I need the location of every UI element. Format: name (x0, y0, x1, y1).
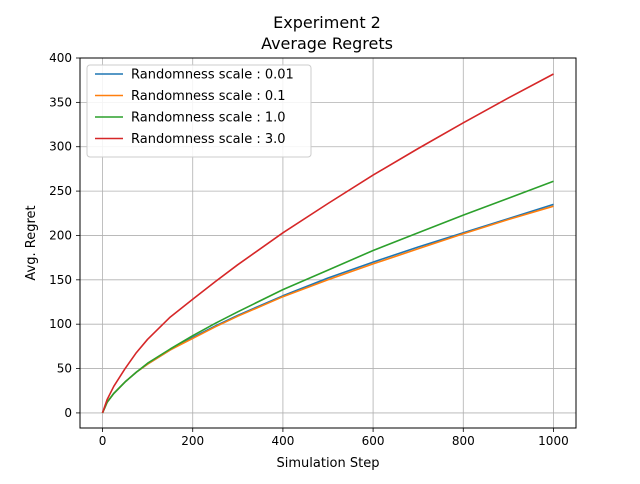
legend-box (86, 64, 312, 158)
legend-label: Randomness scale : 0.1 (131, 89, 286, 104)
y-tick-label: 100 (49, 317, 72, 331)
y-tick-label: 400 (49, 51, 72, 65)
y-tick-label: 200 (49, 228, 72, 242)
series-line (101, 180, 554, 414)
x-axis-label: Simulation Step (277, 456, 380, 471)
x-tick-label: 600 (362, 434, 385, 448)
legend: Randomness scale : 0.01 Randomness scale … (86, 64, 312, 158)
legend-label: Randomness scale : 1.0 (131, 111, 286, 126)
x-tick-label: 200 (181, 434, 204, 448)
legend-label: Randomness scale : 0.01 (131, 68, 294, 83)
x-tick-label: 800 (452, 434, 475, 448)
y-axis-label: Avg. Regret (24, 205, 39, 280)
y-tick-label: 50 (57, 362, 72, 376)
chart-title: Experiment 2 (273, 13, 381, 32)
y-tick-label: 350 (49, 95, 72, 109)
legend-label: Randomness scale : 3.0 (131, 132, 286, 147)
y-axis-ticks: 0 50 100 150 200 250 300 350 400 (49, 51, 80, 420)
series-line (101, 73, 554, 414)
chart-subtitle: Average Regrets (261, 34, 393, 53)
y-tick-label: 0 (64, 406, 72, 420)
series-lines (101, 73, 554, 414)
x-tick-label: 400 (271, 434, 294, 448)
x-axis-ticks: 0 200 400 600 800 1000 (99, 428, 569, 448)
y-tick-label: 250 (49, 184, 72, 198)
x-tick-label: 1000 (538, 434, 569, 448)
x-tick-label: 0 (99, 434, 107, 448)
plot-frame (79, 57, 577, 429)
y-tick-label: 300 (49, 140, 72, 154)
y-tick-label: 150 (49, 273, 72, 287)
